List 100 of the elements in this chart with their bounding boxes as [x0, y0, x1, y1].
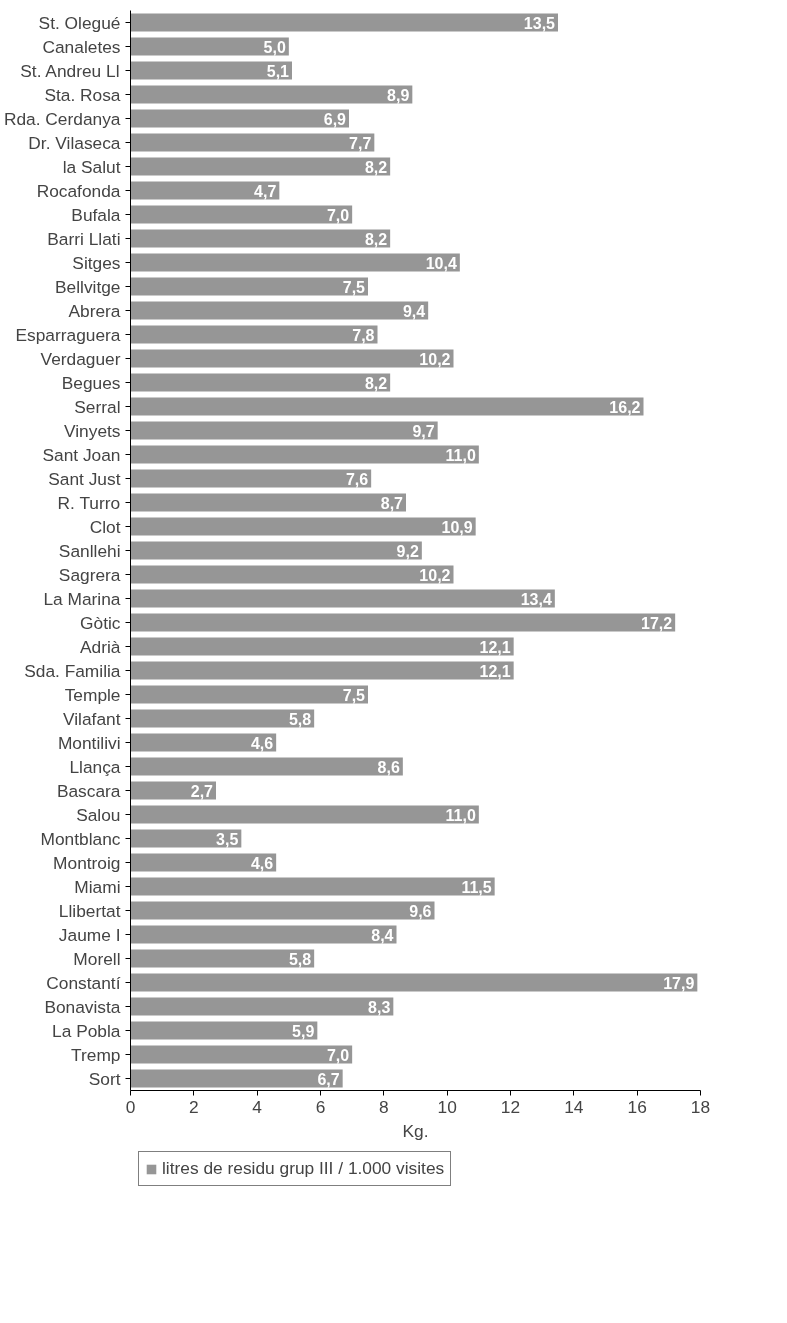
y-tick-label: Bascara — [56, 780, 121, 801]
x-tick-label: 16 — [627, 1096, 647, 1117]
bar — [130, 541, 422, 560]
bar — [130, 349, 454, 368]
data-label: 11,0 — [445, 806, 476, 824]
bar — [130, 589, 555, 608]
y-tick-label: Bellvitge — [55, 276, 121, 297]
y-tick-label: Salou — [76, 804, 121, 825]
y-tick-label: Morell — [73, 948, 121, 969]
data-label: 8,7 — [380, 494, 404, 512]
bar — [130, 133, 375, 152]
y-tick-label: La Pobla — [52, 1020, 121, 1041]
x-tick-label: 14 — [564, 1096, 584, 1117]
y-tick-label: Temple — [64, 684, 121, 705]
bar — [130, 229, 391, 248]
bar — [130, 1021, 318, 1040]
data-label: 4,6 — [250, 734, 274, 752]
y-tick-label: Sanllehi — [58, 540, 121, 561]
bar — [130, 13, 558, 32]
y-tick-label: Abrera — [68, 300, 121, 321]
data-label: 8,4 — [371, 926, 394, 944]
data-label: 5,9 — [292, 1022, 315, 1040]
data-label: 4,6 — [250, 854, 274, 872]
data-label: 5,1 — [266, 62, 290, 80]
data-label: 7,8 — [352, 326, 375, 344]
data-label: 16,2 — [609, 398, 641, 416]
y-tick-label: Canaletes — [42, 36, 121, 57]
y-tick-label: Jaume I — [58, 924, 121, 945]
bar — [130, 613, 676, 632]
y-tick-label: Bonavista — [44, 996, 121, 1017]
bar — [130, 373, 391, 392]
data-label: 5,8 — [288, 710, 312, 728]
bar — [130, 517, 476, 536]
y-tick-label: Vinyets — [63, 420, 121, 441]
y-tick-label: Miami — [74, 876, 121, 897]
data-label: 11,0 — [445, 446, 476, 464]
data-label: 13,5 — [523, 14, 556, 32]
data-label: 8,2 — [364, 230, 388, 248]
y-tick-label: la Salut — [62, 156, 121, 177]
y-tick-label: Vilafant — [63, 708, 121, 729]
y-tick-label: Sitges — [72, 252, 121, 273]
data-label: 5,8 — [288, 950, 312, 968]
data-label: 7,5 — [342, 686, 366, 704]
x-tick-label: 8 — [379, 1096, 389, 1117]
y-tick-label: Rda. Cerdanya — [3, 108, 121, 129]
bar — [130, 973, 698, 992]
x-tick-label: 6 — [315, 1096, 326, 1117]
y-tick-label: Llança — [69, 756, 121, 777]
data-label: 9,2 — [396, 542, 419, 560]
y-tick-label: La Marina — [43, 588, 121, 609]
data-label: 8,2 — [364, 374, 388, 392]
bar — [130, 853, 277, 872]
data-label: 11,5 — [461, 878, 492, 896]
bar — [130, 397, 644, 416]
data-label: 7,7 — [349, 134, 372, 152]
data-label: 12,1 — [479, 662, 511, 680]
data-label: 13,4 — [520, 590, 552, 608]
bar — [130, 949, 315, 968]
data-label: 3,5 — [216, 830, 239, 848]
y-tick-label: Sda. Familia — [24, 660, 121, 681]
y-tick-label: Sta. Rosa — [44, 84, 121, 105]
bar — [130, 1069, 343, 1088]
data-label: 7,6 — [345, 470, 369, 488]
bar — [130, 1045, 353, 1064]
y-tick-label: Serral — [74, 396, 121, 417]
bar — [130, 205, 353, 224]
x-tick-label: 0 — [125, 1096, 136, 1117]
data-label: 4,7 — [254, 182, 277, 200]
bar — [130, 157, 391, 176]
data-label: 8,2 — [364, 158, 388, 176]
data-label: 17,9 — [663, 974, 695, 992]
bar — [130, 85, 413, 104]
y-tick-label: Verdaguer — [40, 348, 121, 369]
y-tick-label: Sant Joan — [42, 444, 121, 465]
bar — [130, 757, 403, 776]
bar — [130, 997, 394, 1016]
x-tick-label: 18 — [690, 1096, 711, 1117]
data-label: 9,4 — [402, 302, 426, 320]
y-tick-label: Adrià — [80, 636, 121, 657]
bar — [130, 565, 454, 584]
y-tick-label: Montblanc — [40, 828, 121, 849]
data-label: 10,9 — [441, 518, 473, 536]
y-tick-label: Constantí — [46, 972, 121, 993]
y-tick-label: Rocafonda — [36, 180, 121, 201]
bar — [130, 61, 292, 80]
y-tick-label: Llibertat — [58, 900, 121, 921]
data-label: 7,0 — [326, 1046, 350, 1064]
y-tick-label: Sant Just — [48, 468, 121, 489]
bar — [130, 37, 289, 56]
data-label: 10,2 — [419, 350, 451, 368]
bar — [130, 925, 397, 944]
bar — [130, 661, 514, 680]
bar — [130, 829, 242, 848]
bar — [130, 301, 429, 320]
bar — [130, 253, 460, 272]
bar — [130, 805, 479, 824]
y-tick-label: Begues — [61, 372, 121, 393]
y-tick-label: Gòtic — [80, 612, 121, 633]
bar — [130, 733, 277, 752]
bar — [130, 709, 315, 728]
